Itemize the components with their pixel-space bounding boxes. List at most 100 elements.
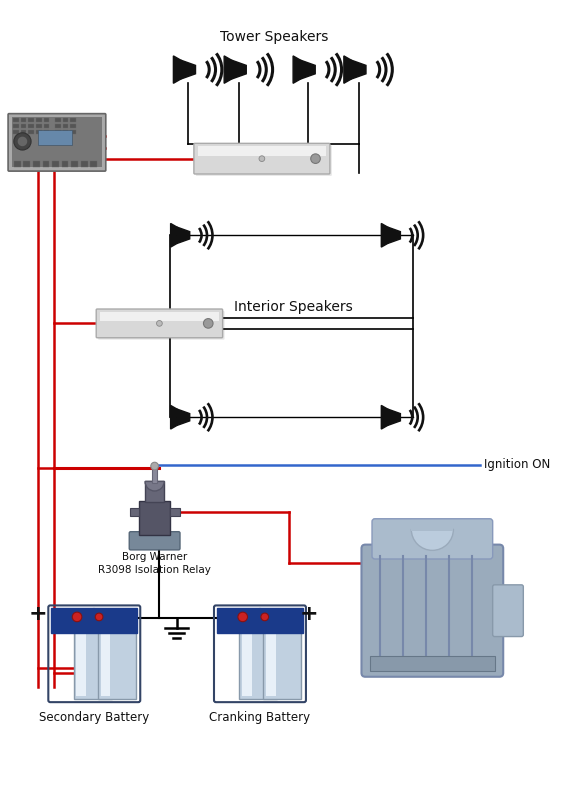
Bar [63,118,68,122]
Bar [52,161,59,167]
FancyBboxPatch shape [8,114,106,171]
Polygon shape [381,406,388,429]
Bar [13,124,19,128]
Bar [217,608,303,633]
Polygon shape [301,60,315,79]
Polygon shape [293,56,301,83]
Polygon shape [224,56,232,83]
FancyBboxPatch shape [196,146,332,176]
Bar [240,630,277,699]
Text: Ignition ON: Ignition ON [484,458,550,470]
Bar [28,118,34,122]
Bar [14,161,21,167]
Polygon shape [177,409,190,426]
Bar [36,118,42,122]
Bar [242,632,252,697]
FancyBboxPatch shape [372,518,493,559]
Bar [62,161,68,167]
FancyBboxPatch shape [98,311,224,340]
Circle shape [157,321,162,326]
Text: Borg Warner
R3098 Isolation Relay: Borg Warner R3098 Isolation Relay [98,552,211,575]
Bar [71,161,78,167]
Bar [370,656,495,671]
Bar [44,118,49,122]
Bar [44,130,49,134]
Bar [70,124,76,128]
Circle shape [311,154,320,163]
Polygon shape [171,406,177,429]
Circle shape [261,613,269,621]
FancyBboxPatch shape [361,545,503,677]
Bar [63,130,68,134]
Circle shape [259,156,265,162]
Polygon shape [171,223,177,247]
Bar [21,130,26,134]
Polygon shape [181,60,196,79]
Bar [98,630,136,699]
Bar [151,468,158,483]
Bar [55,124,61,128]
Bar [44,124,49,128]
FancyBboxPatch shape [129,532,180,550]
Circle shape [95,613,103,621]
Bar [76,632,86,697]
Bar [13,130,19,134]
Circle shape [151,462,158,470]
Polygon shape [351,60,366,79]
Bar [411,527,453,531]
FancyBboxPatch shape [96,309,223,338]
Bar [70,118,76,122]
Bar [28,124,34,128]
Bar [170,508,180,516]
Bar [100,312,219,322]
Bar [21,124,26,128]
FancyBboxPatch shape [493,585,523,637]
Bar [130,508,139,516]
Polygon shape [388,409,401,426]
Bar [36,130,42,134]
Bar [38,130,72,146]
Bar [21,118,26,122]
Bar [81,161,88,167]
Bar [63,124,68,128]
Text: Cranking Battery: Cranking Battery [209,710,311,724]
Bar [197,146,326,156]
Text: Interior Speakers: Interior Speakers [234,301,353,314]
Bar [139,501,170,535]
Bar [145,482,164,502]
Bar [266,632,276,697]
Bar [28,130,34,134]
Bar [55,118,61,122]
Bar [13,118,19,122]
Bar [55,130,61,134]
Bar [73,630,112,699]
Polygon shape [173,56,181,83]
Wedge shape [411,530,453,550]
Polygon shape [232,60,246,79]
Circle shape [72,612,82,622]
Circle shape [17,137,27,146]
Polygon shape [388,227,401,243]
Bar [100,632,110,697]
Polygon shape [344,56,351,83]
Bar [90,161,97,167]
Bar [70,130,76,134]
Text: +: + [300,604,318,624]
FancyBboxPatch shape [194,143,330,174]
Bar [264,630,301,699]
Circle shape [14,133,31,150]
Text: Secondary Battery: Secondary Battery [39,710,149,724]
Circle shape [204,318,213,328]
Wedge shape [145,482,164,491]
Bar [12,118,102,167]
Polygon shape [177,227,190,243]
Circle shape [238,612,247,622]
Bar [24,161,30,167]
Bar [51,608,137,633]
Bar [43,161,49,167]
Text: +: + [29,604,47,624]
Polygon shape [381,223,388,247]
Bar [36,124,42,128]
Text: Tower Speakers: Tower Speakers [220,30,329,44]
Bar [33,161,40,167]
